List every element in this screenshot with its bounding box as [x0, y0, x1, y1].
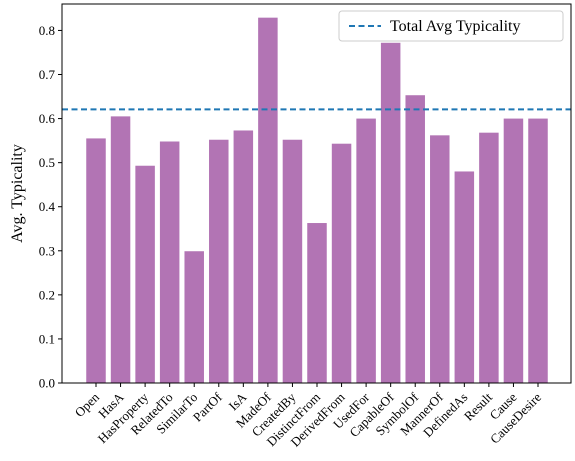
bar-partof	[209, 139, 229, 383]
y-axis-label: Avg. Typicality	[9, 144, 26, 243]
y-tick-label: 0.0	[39, 376, 55, 391]
bar-open	[86, 138, 106, 383]
bar-series	[86, 17, 548, 384]
y-tick-label: 0.5	[39, 155, 55, 170]
bar-mannerof	[430, 135, 450, 383]
y-tick-label: 0.3	[39, 243, 55, 258]
x-tick-label-partof: PartOf	[190, 389, 226, 425]
bar-capableof	[380, 42, 401, 383]
bar-causedesire	[528, 118, 548, 384]
y-tick-label: 0.4	[39, 199, 56, 214]
x-tick-label-result: Result	[461, 389, 495, 423]
bar-symbolof	[405, 95, 425, 383]
legend: Total Avg Typicality	[338, 10, 564, 42]
bar-hasa	[110, 116, 131, 384]
legend-entry-total-avg: Total Avg Typicality	[390, 18, 520, 35]
bar-result	[479, 132, 499, 383]
bar-createdby	[282, 139, 303, 383]
plot-frame	[61, 3, 572, 384]
bar-definedas	[454, 171, 475, 383]
bar-usedfor	[356, 118, 376, 384]
bar-derivedfrom	[331, 143, 352, 383]
y-axis-ticks: 0.0 0.1 0.2 0.3 0.4 0.5 0.6 0.7 0.8	[39, 23, 62, 391]
bar-hasproperty	[135, 165, 155, 383]
bar-madeof	[258, 17, 278, 384]
legend-box	[338, 10, 564, 42]
bar-isa	[233, 130, 254, 383]
y-tick-label: 0.7	[39, 67, 56, 82]
y-tick-label: 0.2	[39, 287, 55, 302]
x-axis-ticks: OpenHasAHasPropertyRelatedToSimilarToPar…	[72, 383, 544, 450]
y-tick-label: 0.8	[39, 23, 55, 38]
y-tick-label: 0.1	[39, 331, 55, 346]
bar-relatedto	[159, 141, 180, 383]
y-tick-label: 0.6	[39, 111, 56, 126]
bar-distinctfrom	[307, 223, 327, 383]
bar-cause	[503, 118, 524, 384]
x-tick-label-open: Open	[72, 389, 103, 420]
bar-similarto	[184, 251, 204, 383]
